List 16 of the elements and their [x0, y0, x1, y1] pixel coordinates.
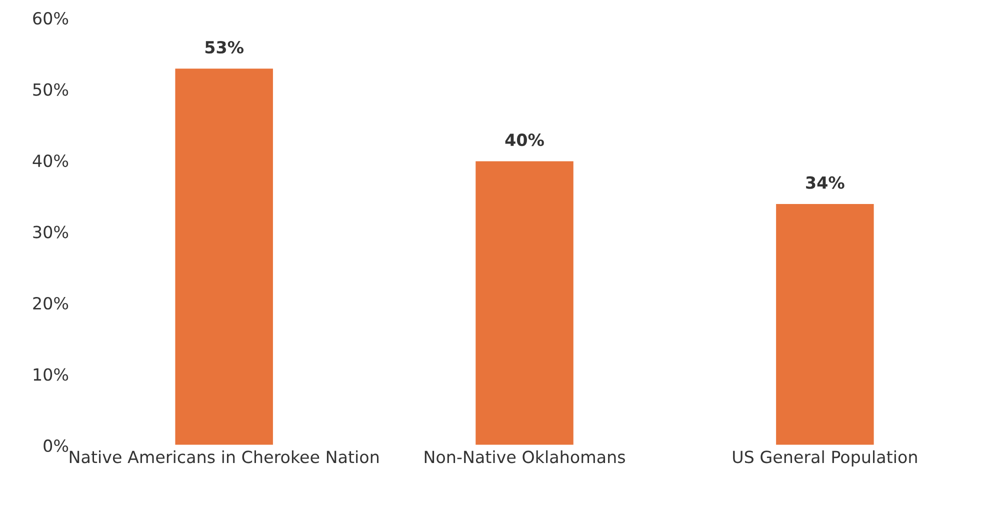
bar	[474, 160, 575, 446]
data-label: 34%	[806, 176, 844, 189]
y-tick-label: 20%	[33, 296, 68, 310]
x-tick-label: US General Population	[733, 450, 917, 466]
y-tick-label: 60%	[33, 12, 68, 25]
bar	[774, 202, 876, 446]
bar	[174, 67, 274, 446]
y-tick-label: 30%	[33, 226, 68, 238]
y-tick-label: 40%	[32, 154, 68, 168]
data-label: 40%	[505, 134, 544, 146]
data-label: 53%	[205, 40, 244, 54]
x-tick-label: Native Americans in Cherokee Nation	[70, 450, 378, 464]
y-tick-label: 0%	[44, 439, 68, 452]
y-tick-label: 50%	[33, 83, 68, 96]
x-tick-label: Non-Native Oklahomans	[424, 450, 625, 464]
y-tick-label: 10%	[34, 368, 68, 381]
